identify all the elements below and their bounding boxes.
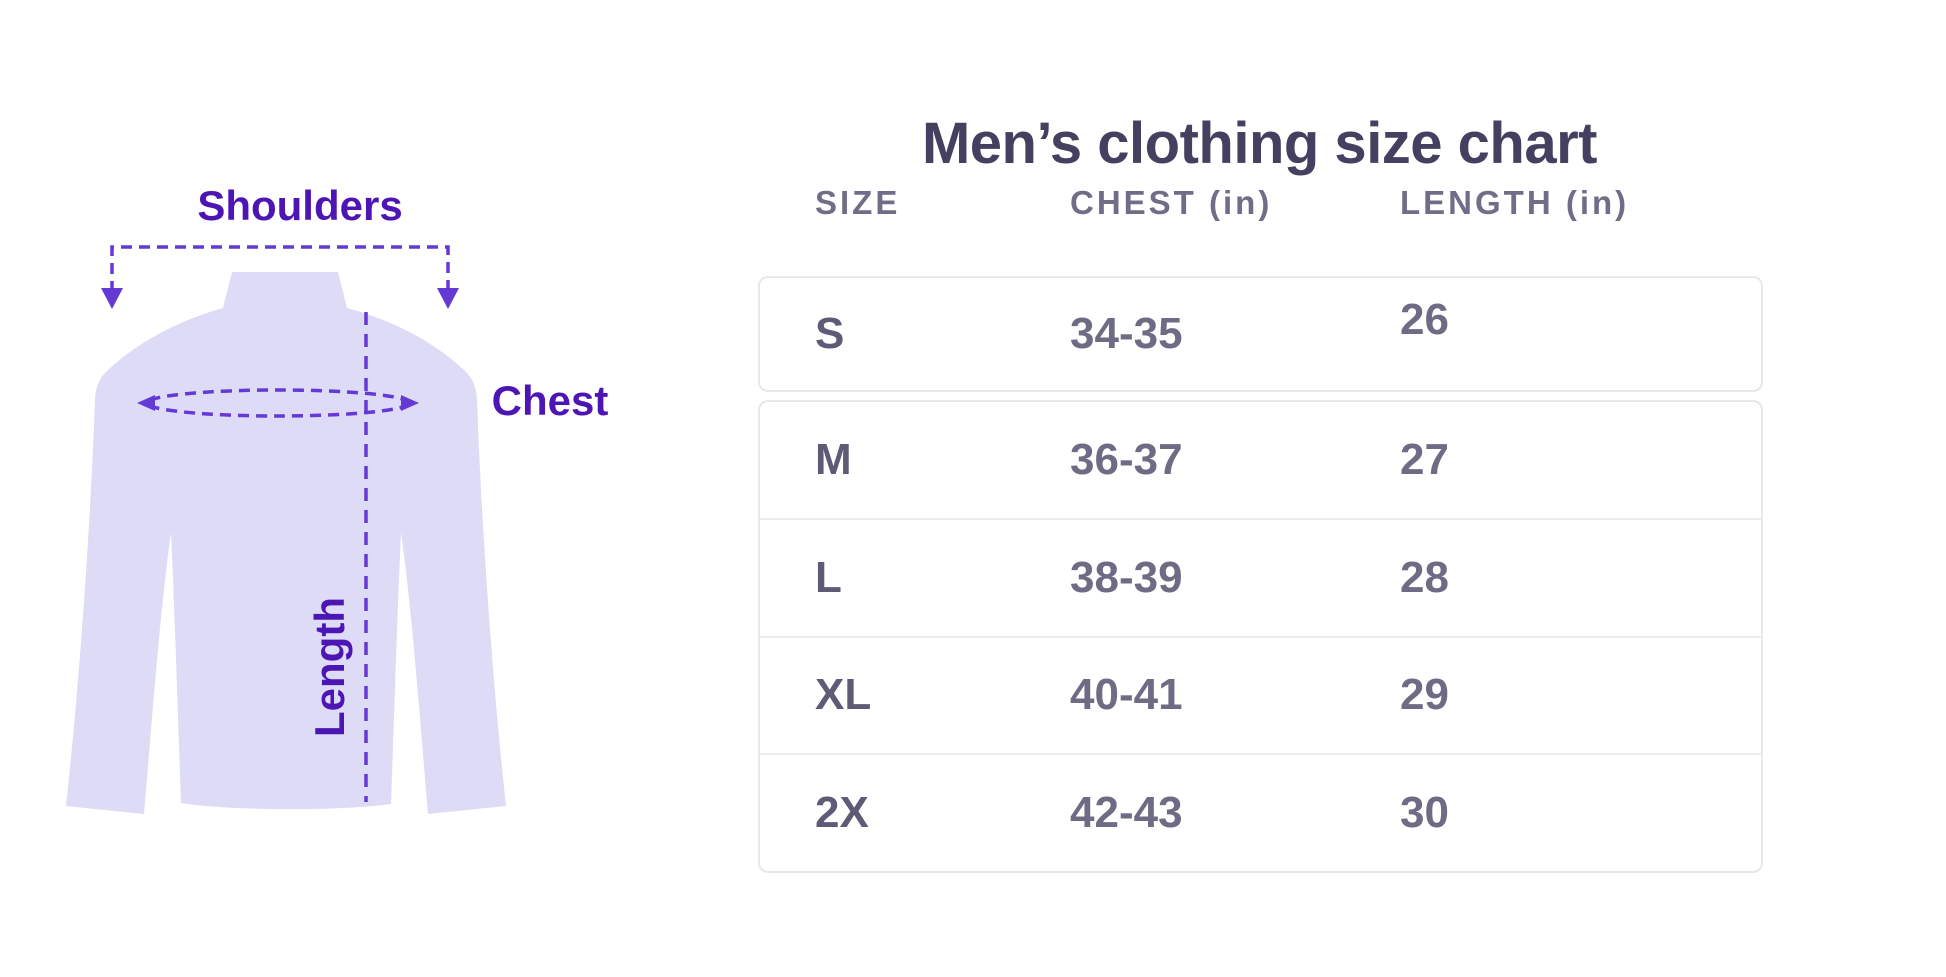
- chest-arrow-right-icon: [401, 395, 419, 411]
- shoulders-label: Shoulders: [197, 182, 403, 229]
- page-title: Men’s clothing size chart: [921, 110, 1598, 176]
- size-cell: M: [815, 434, 852, 484]
- column-header-length: LENGTH (in): [1400, 184, 1630, 221]
- length-cell: 27: [1400, 434, 1449, 484]
- column-header-size: SIZE: [815, 184, 901, 221]
- shoulders-arrow-left-icon: [101, 288, 123, 309]
- length-label: Length: [306, 597, 353, 737]
- length-cell: 28: [1400, 552, 1449, 602]
- table-row: XL 40-41 29: [760, 635, 1761, 754]
- chest-cell: 40-41: [1070, 670, 1183, 720]
- size-chart-card-bottom: M 36-37 27 L 38-39 28 XL 40-41 29 2X 42-…: [758, 400, 1763, 873]
- table-row: 2X 42-43 30: [760, 753, 1761, 871]
- length-cell: 30: [1400, 788, 1449, 838]
- shirt-silhouette: [66, 272, 506, 814]
- column-header-chest: CHEST (in): [1070, 184, 1273, 221]
- chest-cell: 38-39: [1070, 552, 1183, 602]
- length-cell: 26: [1400, 295, 1449, 344]
- size-cell: 2X: [815, 788, 869, 838]
- chest-cell: 36-37: [1070, 434, 1183, 484]
- length-cell: 29: [1400, 670, 1449, 720]
- size-cell: XL: [815, 670, 872, 720]
- size-cell: S: [815, 309, 845, 358]
- chest-label: Chest: [491, 377, 609, 424]
- size-chart-header-row: SIZE CHEST (in) LENGTH (in): [760, 186, 1761, 219]
- table-row: M 36-37 27: [760, 402, 1761, 518]
- chest-arrow-left-icon: [137, 395, 155, 411]
- shoulders-measure-line: [110, 245, 450, 292]
- table-row: S 34-35 26: [760, 278, 1761, 390]
- chest-cell: 42-43: [1070, 788, 1183, 838]
- size-cell: L: [815, 552, 842, 602]
- size-chart-card-top: S 34-35 26: [758, 276, 1763, 392]
- table-row: L 38-39 28: [760, 517, 1761, 636]
- shirt-diagram-svg: [66, 245, 506, 814]
- shoulders-arrow-right-icon: [437, 288, 459, 309]
- chest-cell: 34-35: [1070, 309, 1183, 358]
- shirt-measurement-diagram: Shoulders Chest Length: [0, 0, 740, 900]
